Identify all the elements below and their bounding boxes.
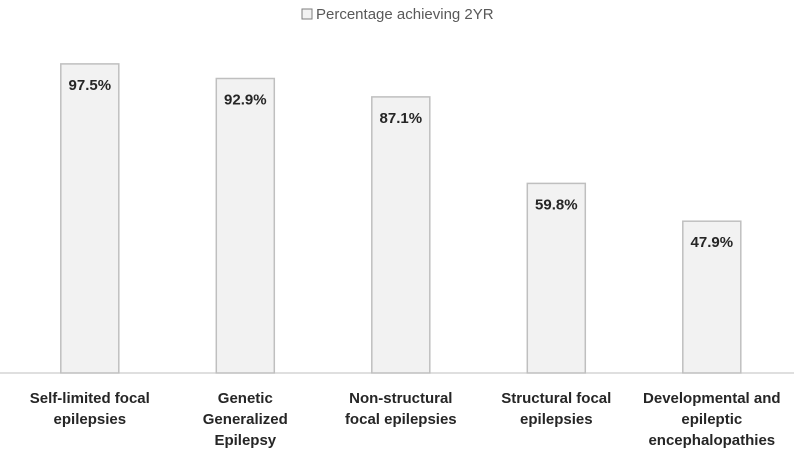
value-label-5: 47.9% — [691, 234, 734, 251]
bar-1 — [60, 63, 120, 374]
category-label-line: Self-limited focal — [30, 390, 150, 407]
category-label-4: Structural focal epilepsies — [501, 390, 611, 428]
value-label-3: 87.1% — [380, 110, 423, 127]
value-label-2: 92.9% — [224, 92, 267, 109]
bar-5 — [682, 220, 742, 374]
category-label-line: Structural focal — [501, 390, 611, 407]
category-label-line: Non-structural — [349, 390, 452, 407]
category-label-line: epilepsies — [54, 411, 127, 428]
category-label-3: Non-structural focal epilepsies — [345, 390, 457, 428]
category-label-line: focal epilepsies — [345, 411, 457, 428]
legend-swatch — [301, 8, 313, 20]
bars: 97.5% 92.9% 87.1% 59.8% 47.9% — [60, 63, 742, 374]
category-label-1: Self-limited focal epilepsies — [30, 390, 150, 428]
category-label-line: Epilepsy — [214, 432, 276, 449]
bar-3 — [371, 96, 431, 374]
value-label-4: 59.8% — [535, 196, 578, 213]
legend-label: Percentage achieving 2YR — [316, 6, 494, 23]
category-label-line: Developmental and — [643, 390, 781, 407]
value-label-1: 97.5% — [69, 77, 112, 94]
category-label-line: epilepsies — [520, 411, 593, 428]
category-label-line: epileptic — [681, 411, 742, 428]
category-label-line: encephalopathies — [648, 432, 775, 449]
bar-2 — [215, 77, 276, 374]
bar-4 — [526, 182, 587, 374]
category-labels: Self-limited focal epilepsies Genetic Gener… — [30, 390, 781, 449]
category-label-5: Developmental and epileptic encephalopathi… — [643, 390, 781, 449]
category-label-line: Generalized — [203, 411, 288, 428]
category-label-line: Genetic — [218, 390, 273, 407]
category-label-2: Genetic Generalized Epilepsy — [203, 390, 288, 449]
legend: Percentage achieving 2YR — [301, 6, 494, 23]
